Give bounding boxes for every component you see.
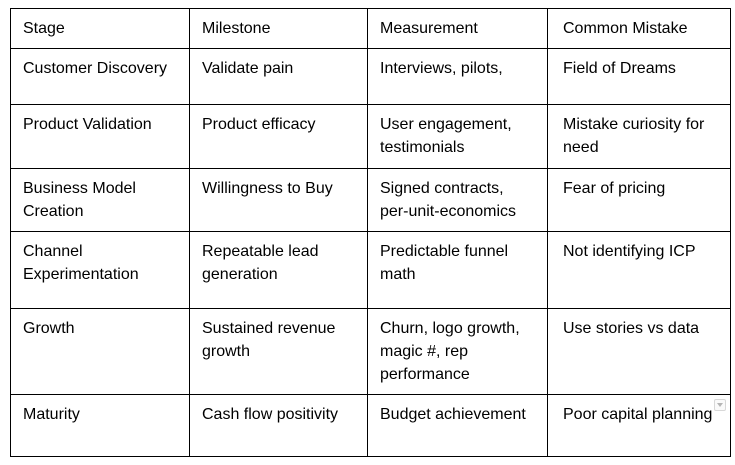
table-cell-milestone[interactable]: Product efficacy [189,104,368,169]
table-cell-common-mistake[interactable]: Fear of pricing [547,168,731,232]
header-cell-common-mistake[interactable]: Common Mistake [547,8,731,49]
table-cell-milestone[interactable]: Sustained revenue growth [189,308,368,395]
table-cell-stage[interactable]: Channel Experimentation [10,231,190,309]
table-row: Maturity Cash flow positivity Budget ach… [10,394,731,457]
table-cell-milestone[interactable]: Validate pain [189,48,368,105]
table-cell-stage[interactable]: Business Model Creation [10,168,190,232]
chevron-down-icon[interactable] [714,399,726,411]
document-table-wrapper: Stage Milestone Measurement Common Mista… [10,8,731,457]
table-cell-measurement[interactable]: Churn, logo growth, magic #, rep perform… [367,308,548,395]
table-cell-stage[interactable]: Customer Discovery [10,48,190,105]
table-cell-measurement[interactable]: Signed contracts, per-unit-economics [367,168,548,232]
table-cell-measurement[interactable]: Predictable funnel math [367,231,548,309]
table-row: Product Validation Product efficacy User… [10,104,731,169]
table-cell-milestone[interactable]: Repeatable lead generation [189,231,368,309]
table-cell-stage[interactable]: Maturity [10,394,190,457]
table-cell-measurement[interactable]: Budget achievement [367,394,548,457]
stage-milestone-table: Stage Milestone Measurement Common Mista… [10,8,731,457]
table-cell-milestone[interactable]: Cash flow positivity [189,394,368,457]
table-cell-stage[interactable]: Product Validation [10,104,190,169]
table-cell-common-mistake[interactable]: Field of Dreams [547,48,731,105]
table-cell-common-mistake[interactable]: Not identifying ICP [547,231,731,309]
table-header-row: Stage Milestone Measurement Common Mista… [10,8,731,49]
table-row: Customer Discovery Validate pain Intervi… [10,48,731,105]
header-cell-measurement[interactable]: Measurement [367,8,548,49]
table-cell-measurement[interactable]: User engagement, testimonials [367,104,548,169]
table-cell-stage[interactable]: Growth [10,308,190,395]
header-cell-milestone[interactable]: Milestone [189,8,368,49]
table-cell-common-mistake[interactable]: Use stories vs data [547,308,731,395]
table-cell-common-mistake[interactable]: Mistake curiosity for need [547,104,731,169]
table-cell-common-mistake[interactable]: Poor capital planning [547,394,731,457]
table-row: Growth Sustained revenue growth Churn, l… [10,308,731,395]
table-row: Business Model Creation Willingness to B… [10,168,731,232]
table-cell-milestone[interactable]: Willingness to Buy [189,168,368,232]
header-cell-stage[interactable]: Stage [10,8,190,49]
cell-text: Poor capital planning [563,406,713,423]
table-row: Channel Experimentation Repeatable lead … [10,231,731,309]
table-cell-measurement[interactable]: Interviews, pilots, [367,48,548,105]
